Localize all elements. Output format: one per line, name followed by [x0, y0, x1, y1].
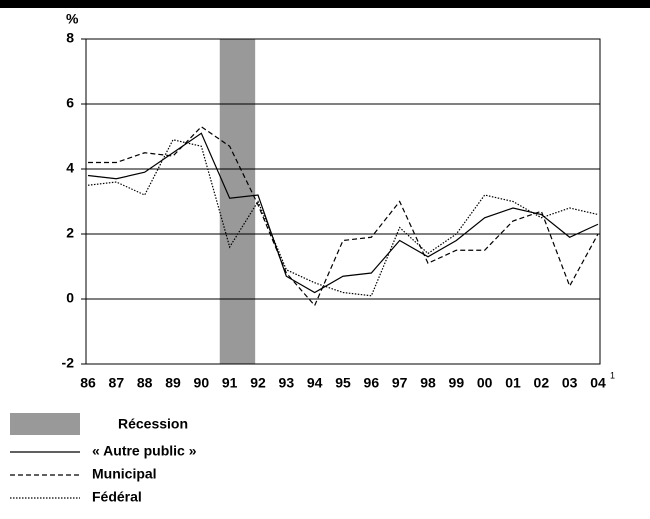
- x-tick-label: 91: [222, 375, 238, 391]
- y-axis-label: %: [66, 11, 79, 27]
- top-bar: [0, 0, 650, 8]
- x-tick-label: 95: [335, 375, 351, 391]
- x-tick-label: 96: [364, 375, 380, 391]
- plot-frame: [85, 38, 601, 365]
- x-tick-label: 88: [137, 375, 153, 391]
- legend-label: Fédéral: [92, 489, 142, 505]
- x-tick-label: 89: [165, 375, 181, 391]
- legend-label: Récession: [118, 416, 188, 432]
- x-tick-label: 86: [80, 375, 96, 391]
- y-tick-label: -2: [62, 355, 75, 371]
- x-tick-label: 01: [505, 375, 521, 391]
- x-tick-label: 02: [534, 375, 550, 391]
- x-tick-label: 98: [420, 375, 436, 391]
- x-tick-label: 94: [307, 375, 323, 391]
- y-tick-label: 0: [66, 290, 74, 306]
- x-tick-label: 04: [590, 375, 606, 391]
- x-tick-label: 90: [194, 375, 210, 391]
- series-line: [88, 125, 599, 307]
- legend-swatch: [10, 413, 80, 435]
- x-tick-label: 97: [392, 375, 408, 391]
- x-tick-label: 00: [477, 375, 493, 391]
- footnote-mark: 1: [610, 370, 615, 380]
- series-line: [87, 139, 599, 297]
- series-line: [87, 132, 599, 294]
- x-tick-label: 03: [562, 375, 578, 391]
- legend-label: « Autre public »: [92, 443, 197, 459]
- y-tick-label: 4: [66, 160, 74, 176]
- y-tick-label: 6: [66, 95, 74, 111]
- x-tick-label: 92: [250, 375, 266, 391]
- recession-band: [219, 39, 256, 364]
- x-tick-label: 93: [279, 375, 295, 391]
- legend-label: Municipal: [92, 466, 157, 482]
- x-tick-label: 99: [449, 375, 465, 391]
- x-tick-label: 87: [109, 375, 125, 391]
- y-tick-label: 8: [66, 30, 74, 46]
- y-tick-label: 2: [66, 225, 74, 241]
